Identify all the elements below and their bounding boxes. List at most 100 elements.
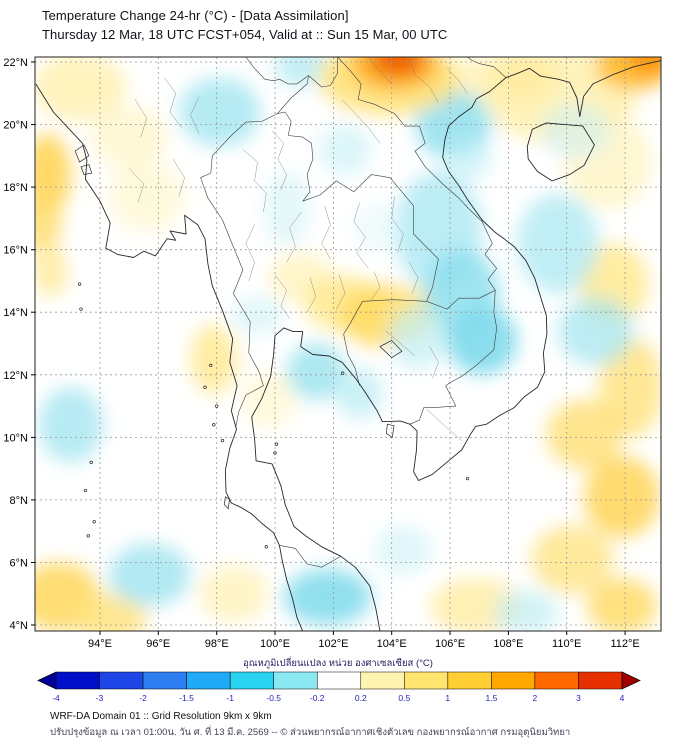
country-border [337, 56, 497, 291]
province-border [371, 271, 381, 300]
province-border [341, 99, 381, 144]
temp-anomaly-blob [70, 593, 147, 631]
country-border [343, 299, 427, 386]
island-outline [223, 496, 230, 510]
colorbar-segment [273, 671, 318, 690]
colorbar-tick-label: 0.2 [355, 693, 367, 703]
province-border [385, 330, 416, 357]
country-border [467, 56, 507, 78]
temp-anomaly-blob [38, 387, 103, 463]
lon-tick-label: 112°E [610, 638, 639, 650]
small-island [273, 451, 277, 455]
axis-labels: 94°E 96°E 98°E 100°E 102°E 104°E 106°E 108°E 110… [3, 57, 639, 650]
lon-tick-label: 94°E [88, 638, 112, 650]
colorbar-tick-label: 1.5 [485, 693, 497, 703]
temp-anomaly-blob [108, 543, 191, 607]
temp-anomaly-blob [35, 246, 68, 297]
colorbar: -4 -3 -2 -1.5 -1 -0.5 -0.2 0.2 0.5 1 1.5 2 3 4 [37, 671, 641, 703]
colorbar-tick-label: -1.5 [179, 693, 194, 703]
temp-anomaly-blob [531, 525, 614, 594]
small-island [77, 282, 82, 286]
colorbar-tick-label: 4 [620, 693, 625, 703]
colorbar-left-arrow [37, 671, 57, 690]
colorbar-tick-label: -2 [139, 693, 147, 703]
colorbar-right-arrow [621, 671, 641, 690]
lat-tick-label: 20°N [3, 120, 28, 132]
colorbar-segment [316, 671, 362, 690]
colorbar-tick-label: 1 [445, 693, 450, 703]
small-island [89, 460, 93, 465]
small-island [341, 371, 345, 375]
temp-anomaly-blob [242, 371, 296, 428]
colorbar-segment [99, 671, 144, 690]
hainan-island-outline [526, 122, 595, 182]
small-island [465, 476, 470, 481]
colorbar-tick-label: 3 [576, 693, 581, 703]
colorbar-segment [578, 671, 623, 690]
island-outline [386, 423, 395, 438]
colorbar-tick-label: -1 [226, 693, 234, 703]
temp-anomaly-blob [108, 162, 185, 231]
temp-anomaly-blob [546, 399, 623, 469]
small-island [79, 307, 83, 311]
country-border [426, 290, 496, 310]
footer-model-info: WRF-DA Domain 01 :: Grid Resolution 9km … [50, 711, 272, 722]
province-border [409, 262, 419, 294]
small-island [209, 363, 213, 368]
small-island [203, 385, 207, 389]
province-border [306, 277, 317, 313]
province-border [353, 202, 369, 269]
colorbar-segment [186, 671, 231, 690]
country-border [277, 75, 309, 114]
province-border [172, 158, 185, 197]
temp-anomaly-blob [540, 102, 611, 159]
small-island [264, 545, 268, 549]
colorbar-tick-label: 0.5 [398, 693, 410, 703]
island-outline [379, 339, 403, 359]
lon-tick-label: 110°E [552, 638, 581, 650]
small-island [83, 488, 88, 493]
country-border [200, 113, 278, 429]
temp-anomaly-blob [283, 568, 372, 626]
province-border [134, 99, 147, 138]
colorbar-tick-label: -3 [96, 693, 104, 703]
lon-tick-label: 102°E [318, 638, 348, 650]
lat-tick-label: 18°N [3, 182, 28, 194]
small-island [86, 534, 90, 538]
lat-tick-label: 16°N [3, 245, 28, 257]
province-border [271, 130, 287, 191]
temp-anomaly-blob [374, 525, 433, 575]
province-border [286, 211, 302, 263]
temp-anomaly-blob [91, 105, 168, 169]
coastline [251, 59, 662, 632]
province-border [242, 149, 267, 213]
coastline [35, 83, 304, 632]
temp-anomaly-blob [517, 193, 599, 294]
lat-tick-label: 8°N [10, 495, 29, 507]
province-border [321, 205, 331, 260]
small-island [274, 442, 279, 446]
lat-tick-label: 6°N [10, 558, 29, 570]
island-outline [80, 164, 93, 176]
temp-anomaly-blob [178, 77, 261, 147]
temp-anomaly-blob [388, 306, 448, 369]
temp-anomaly-blob [199, 565, 270, 622]
colorbar-segment [229, 671, 274, 690]
temp-anomaly-blob [263, 171, 311, 247]
lat-tick-label: 4°N [10, 620, 29, 632]
footer-update-info: ปรับปรุงข้อมูล ณ เวลา 01:00น. วัน ศ. ที่… [50, 727, 571, 738]
temp-anomaly-blob [587, 578, 658, 631]
figure-title: Temperature Change 24-hr (°C) - [Data As… [42, 8, 349, 23]
temp-anomaly-blob [598, 337, 661, 438]
colorbar-segment [142, 671, 187, 690]
colorbar-tick-label: -0.2 [310, 693, 325, 703]
country-border [245, 56, 309, 85]
temp-anomaly-blob [35, 190, 63, 253]
colorbar-segment [404, 671, 449, 690]
temp-anomaly-blob [584, 456, 660, 538]
temp-anomaly-blob [558, 296, 634, 366]
lon-tick-label: 96°E [146, 638, 170, 650]
province-border [391, 196, 404, 253]
figure-subtitle: Thursday 12 Mar, 18 UTC FCST+054, Valid … [42, 26, 448, 42]
